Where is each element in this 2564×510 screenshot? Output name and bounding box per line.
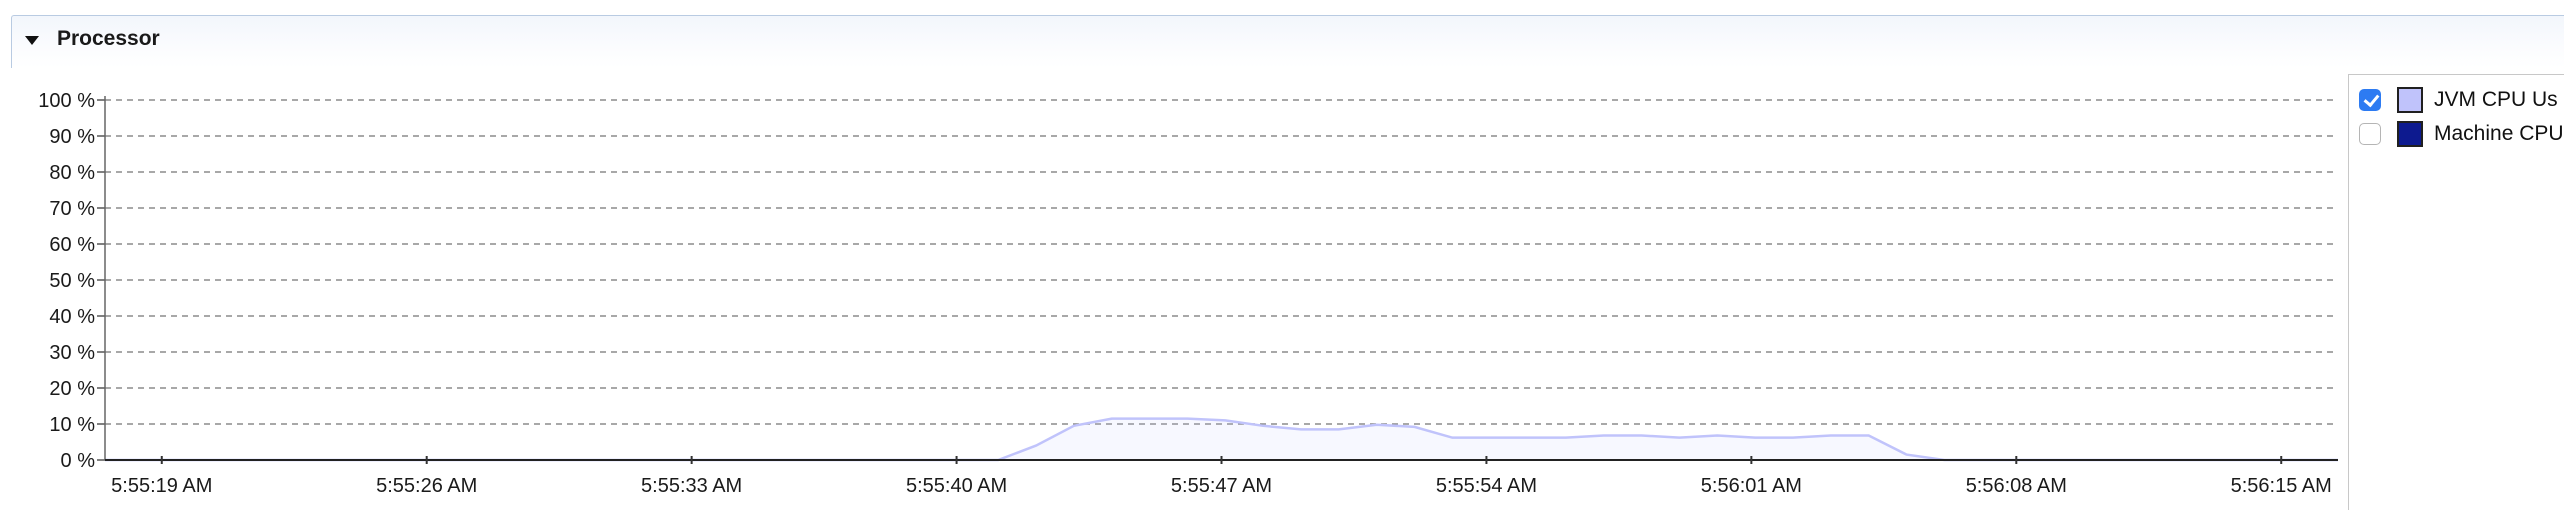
section-title[interactable]: Processor: [57, 27, 160, 50]
x-tick-label: 5:56:01 AM: [1701, 475, 1802, 497]
x-tick-label: 5:56:08 AM: [1966, 475, 2067, 497]
cpu-usage-chart: 0 % 10 % 20 % 30 % 40 % 50 % 60 % 70 % 80 % 90 % 1…: [38, 90, 2338, 497]
jvm-cpu-checkbox[interactable]: [2359, 89, 2381, 111]
y-tick-label: 50 %: [49, 270, 95, 292]
x-tick-label: 5:55:26 AM: [376, 475, 477, 497]
y-tick-label: 100 %: [38, 90, 95, 112]
y-tick-label: 40 %: [49, 306, 95, 328]
y-tick-label: 0 %: [61, 450, 96, 472]
series-area: [105, 418, 2338, 460]
legend-panel: JVM CPU Us Machine CPU: [2348, 74, 2564, 510]
x-tick-label: 5:56:15 AM: [2231, 475, 2332, 497]
y-tick-label: 60 %: [49, 234, 95, 256]
chart-series: [105, 417, 2338, 462]
y-tick-label: 90 %: [49, 126, 95, 148]
machine-cpu-swatch: [2397, 121, 2423, 147]
x-tick-label: 5:55:54 AM: [1436, 475, 1537, 497]
checkmark-icon: [2363, 90, 2380, 108]
y-tick-label: 10 %: [49, 414, 95, 436]
legend-label-jvm-cpu: JVM CPU Us: [2434, 88, 2558, 111]
y-tick-label: 20 %: [49, 378, 95, 400]
x-tick-label: 5:55:19 AM: [111, 475, 212, 497]
machine-cpu-checkbox[interactable]: [2359, 123, 2381, 145]
series-line: [105, 417, 2338, 462]
x-tick-label: 5:55:33 AM: [641, 475, 742, 497]
collapse-arrow-icon[interactable]: [25, 36, 39, 45]
chart-axes: 0 % 10 % 20 % 30 % 40 % 50 % 60 % 70 % 80 % 90 % 1…: [38, 90, 2338, 497]
legend-label-machine-cpu: Machine CPU: [2434, 122, 2564, 145]
y-tick-label: 30 %: [49, 342, 95, 364]
x-tick-label: 5:55:47 AM: [1171, 475, 1272, 497]
jvm-cpu-swatch: [2397, 87, 2423, 113]
y-tick-label: 70 %: [49, 198, 95, 220]
chart-grid: [105, 99, 2338, 425]
y-tick-label: 80 %: [49, 162, 95, 184]
x-tick-label: 5:55:40 AM: [906, 475, 1007, 497]
processor-section-header[interactable]: Processor: [11, 15, 2564, 68]
